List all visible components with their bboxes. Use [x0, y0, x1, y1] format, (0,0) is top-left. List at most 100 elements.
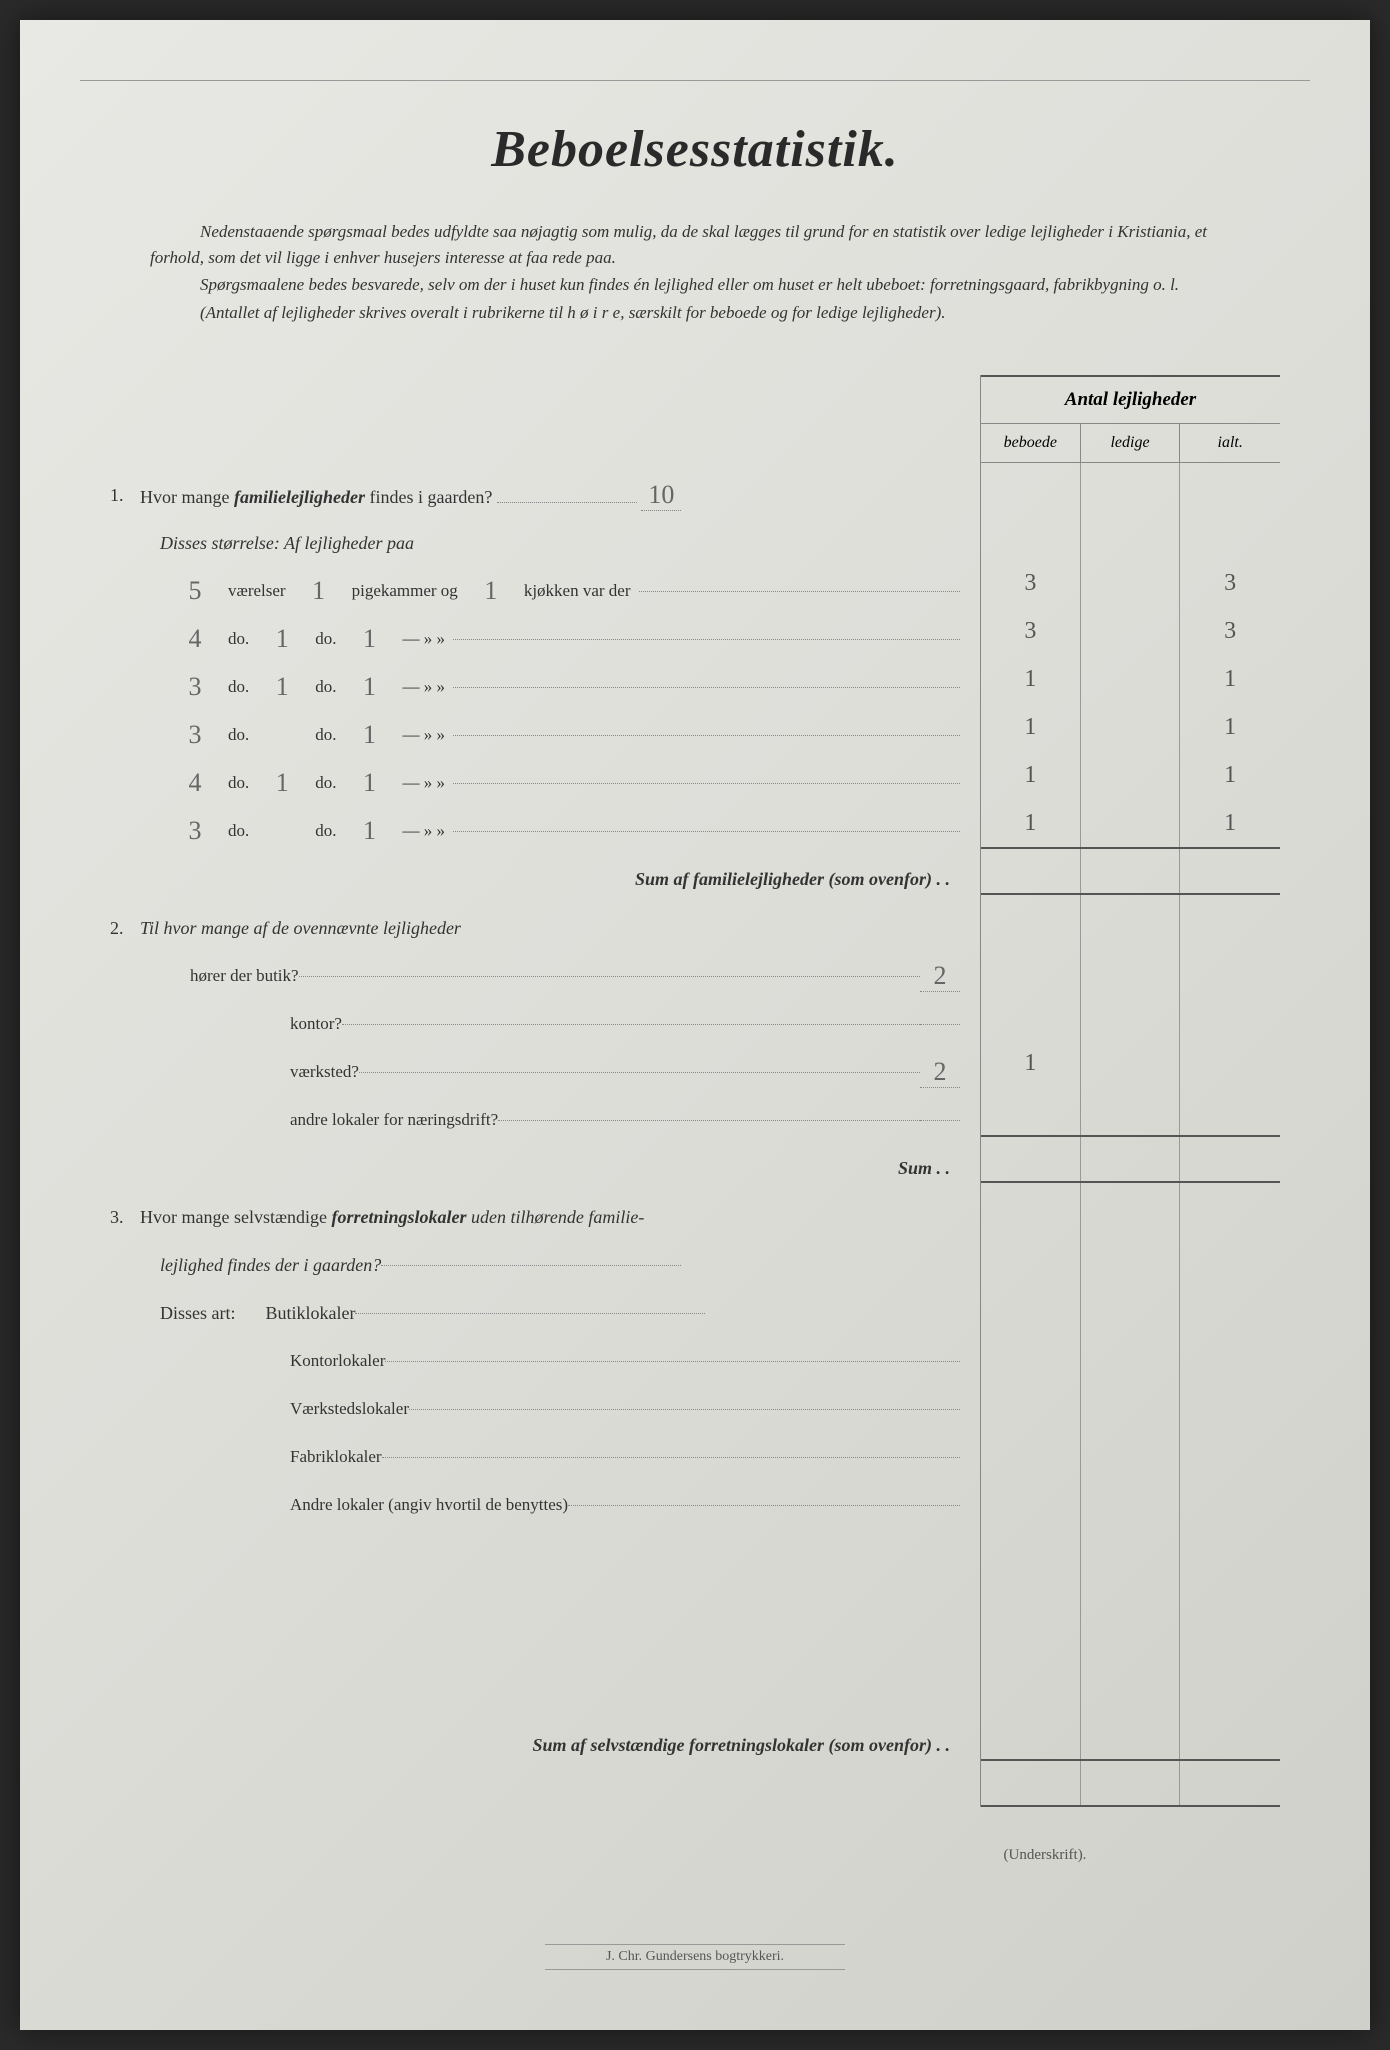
q3-sub-row: Kontorlokaler: [110, 1337, 960, 1385]
q3-sub-row: Fabriklokaler: [110, 1433, 960, 1481]
q2-sub-row: andre lokaler for næringsdrift?: [110, 1096, 960, 1144]
q1-size-row: 5værelser1pigekammer og1kjøkken var der: [110, 567, 960, 615]
table-column: Antal lejligheder beboede ledige ialt. 3…: [980, 375, 1280, 1807]
table-row: [981, 1375, 1280, 1423]
cell-ledige: [1081, 703, 1181, 751]
cell-ialt: 1: [1180, 751, 1280, 799]
table-row: 1: [981, 1039, 1280, 1087]
table-row: [981, 1423, 1280, 1471]
q2-sum-row: [981, 1135, 1280, 1183]
table-row: 11: [981, 751, 1280, 799]
cell-ledige: [1081, 943, 1181, 991]
q2-sub-row: værksted?2: [110, 1048, 960, 1096]
cell-ialt: 1: [1180, 799, 1280, 847]
table-row: [981, 463, 1280, 511]
q3-text: Hvor mange selvstændige forretningslokal…: [140, 1207, 960, 1228]
vaer-value: 4: [170, 624, 220, 654]
content-area: 1. Hvor mange familielejligheder findes …: [110, 375, 1280, 1807]
table-row: 11: [981, 655, 1280, 703]
cell-ialt: 3: [1180, 607, 1280, 655]
cell-ialt: [1180, 1087, 1280, 1135]
q3-sub-row: Værkstedslokaler: [110, 1385, 960, 1433]
q1-size-row: 4do.1do.1— » »: [110, 615, 960, 663]
questions-column: 1. Hvor mange familielejligheder findes …: [110, 375, 980, 1770]
vaer-value: 5: [170, 576, 220, 606]
intro-block: Nedenstaaende spørgsmaal bedes udfyldte …: [150, 219, 1240, 325]
cell-ledige: [1081, 607, 1181, 655]
signature-label: (Underskrift).: [110, 1847, 1280, 1864]
cell-ledige: [1081, 799, 1181, 847]
cell-ledige: [1081, 1087, 1181, 1135]
cell-beboede: [981, 1087, 1081, 1135]
q1-size-row: 3do.1do.1— » »: [110, 663, 960, 711]
q2-number: 2.: [110, 918, 140, 939]
q3-row: 3. Hvor mange selvstændige forretningslo…: [110, 1193, 960, 1241]
pig-value: 1: [257, 672, 307, 702]
cell-ledige: [1081, 655, 1181, 703]
q2-sum-label: Sum . .: [110, 1144, 960, 1193]
cell-beboede: 1: [981, 703, 1081, 751]
q3-sum-label: Sum af selvstændige forretningslokaler (…: [110, 1721, 960, 1770]
q3-text2: lejlighed findes der i gaarden?: [110, 1241, 960, 1289]
table-row: 11: [981, 799, 1280, 847]
q1-sum-label: Sum af familielejligheder (som ovenfor) …: [110, 855, 960, 904]
printer-credit: J. Chr. Gundersens bogtrykkeri.: [545, 1944, 845, 1970]
pig-value: 1: [257, 768, 307, 798]
col-ledige: ledige: [1081, 424, 1181, 462]
vaer-value: 3: [170, 816, 220, 846]
q2-sub-row: kontor?: [110, 1000, 960, 1048]
table-row: [981, 1087, 1280, 1135]
q2-row: 2. Til hvor mange af de ovennævnte lejli…: [110, 904, 960, 952]
cell-ialt: 1: [1180, 655, 1280, 703]
q1-size-row: 4do.1do.1— » »: [110, 759, 960, 807]
kjok-value: 1: [345, 672, 395, 702]
vaer-value: 4: [170, 768, 220, 798]
q2-intro: Til hvor mange af de ovennævnte lejlighe…: [140, 918, 960, 939]
table-row: 33: [981, 559, 1280, 607]
table-cols: beboede ledige ialt.: [981, 424, 1280, 462]
table-row: [981, 1327, 1280, 1375]
document-page: Beboelsesstatistik. Nedenstaaende spørgs…: [20, 20, 1370, 2030]
cell-ledige: [1081, 559, 1181, 607]
cell-beboede: 1: [981, 751, 1081, 799]
q2-sub-row: hører der butik?2: [110, 952, 960, 1000]
q2-answer: [920, 1120, 960, 1121]
table-row: [981, 991, 1280, 1039]
q2-answer: 2: [920, 1057, 960, 1088]
col-ialt: ialt.: [1180, 424, 1280, 462]
q3-number: 3.: [110, 1207, 140, 1228]
q1-answer: 10: [641, 480, 681, 511]
cell-beboede: 1: [981, 1039, 1081, 1087]
cell-ledige: [1081, 991, 1181, 1039]
cell-beboede: 3: [981, 607, 1081, 655]
cell-beboede: 1: [981, 655, 1081, 703]
vaer-value: 3: [170, 720, 220, 750]
table-row: 33: [981, 607, 1280, 655]
cell-ledige: [1081, 751, 1181, 799]
kjok-value: 1: [466, 576, 516, 606]
cell-beboede: 3: [981, 559, 1081, 607]
table-row: [981, 943, 1280, 991]
table-row: 11: [981, 703, 1280, 751]
table-row: [981, 1279, 1280, 1327]
cell-beboede: [981, 943, 1081, 991]
q2-answer: [920, 1024, 960, 1025]
q1-row: 1. Hvor mange familielejligheder findes …: [110, 471, 960, 519]
table-header: Antal lejligheder beboede ledige ialt.: [981, 375, 1280, 463]
cell-beboede: 1: [981, 799, 1081, 847]
intro-p2: Spørgsmaalene bedes besvarede, selv om d…: [150, 272, 1240, 298]
intro-p3: (Antallet af lejligheder skrives overalt…: [150, 300, 1240, 326]
q1-sum-row: [981, 847, 1280, 895]
cell-ialt: [1180, 991, 1280, 1039]
q2-answer: 2: [920, 961, 960, 992]
q1-size-intro: Disses størrelse: Af lejligheder paa: [110, 519, 960, 567]
pig-value: 1: [257, 624, 307, 654]
intro-p1: Nedenstaaende spørgsmaal bedes udfyldte …: [150, 219, 1240, 270]
vaer-value: 3: [170, 672, 220, 702]
kjok-value: 1: [345, 768, 395, 798]
q1-text: Hvor mange familielejligheder findes i g…: [140, 480, 960, 511]
q3-sum-row: [981, 1759, 1280, 1807]
q3-art-intro: Disses art: Butiklokaler: [110, 1289, 960, 1337]
col-beboede: beboede: [981, 424, 1081, 462]
cell-ialt: [1180, 943, 1280, 991]
